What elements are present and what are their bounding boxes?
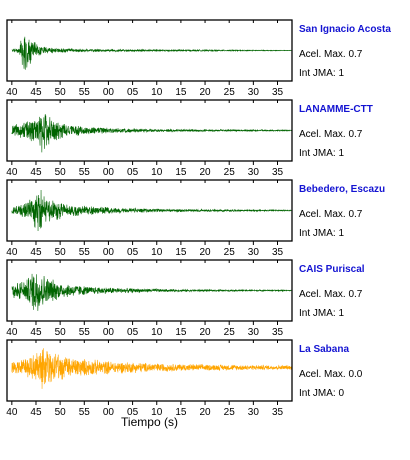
- x-tick-label: 25: [224, 247, 236, 258]
- x-tick-label: 20: [199, 87, 211, 98]
- x-tick-label: 15: [175, 167, 187, 178]
- x-tick-label: 25: [224, 167, 236, 178]
- x-tick-label: 35: [272, 407, 284, 418]
- x-tick-label: 35: [272, 87, 284, 98]
- x-tick-label: 50: [55, 407, 67, 418]
- x-tick-label: 00: [103, 247, 115, 258]
- x-tick-label: 45: [30, 87, 42, 98]
- panel-frame: [6, 99, 293, 162]
- x-tick-label: 35: [272, 167, 284, 178]
- x-tick-label: 15: [175, 407, 187, 418]
- x-tick-label: 05: [127, 327, 139, 338]
- panel-5: 40 45 50 55 00 05 10 15 20 25 30 35 La Sabana Acel. M…: [6, 339, 363, 418]
- x-tick-label: 00: [103, 87, 115, 98]
- x-tick-label: 55: [79, 87, 91, 98]
- x-tick-label: 45: [30, 167, 42, 178]
- x-tick-label: 25: [224, 327, 236, 338]
- acel-max-text: Acel. Max. 0.0: [299, 369, 363, 380]
- x-tick-label: 40: [6, 247, 18, 258]
- waveform-line: [11, 114, 293, 153]
- x-tick-label: 10: [151, 327, 163, 338]
- waveform-line: [11, 36, 293, 70]
- x-tick-label: 15: [175, 87, 187, 98]
- panel-frame: [6, 179, 293, 242]
- x-tick-label: 50: [55, 327, 67, 338]
- acel-max-text: Acel. Max. 0.7: [299, 209, 363, 220]
- x-tick-label: 55: [79, 327, 91, 338]
- x-tick-label: 55: [79, 407, 91, 418]
- x-tick-label: 30: [248, 407, 260, 418]
- x-tick-label: 05: [127, 167, 139, 178]
- panel-frame: [6, 19, 293, 82]
- station-name: La Sabana: [299, 344, 349, 355]
- x-tick-label: 40: [6, 407, 18, 418]
- int-jma-text: Int JMA: 1: [299, 148, 344, 159]
- x-tick-label: 50: [55, 87, 67, 98]
- int-jma-text: Int JMA: 1: [299, 308, 344, 319]
- x-tick-label: 30: [248, 247, 260, 258]
- x-tick-label: 15: [175, 247, 187, 258]
- waveform-line: [11, 348, 293, 389]
- x-tick-label: 10: [151, 247, 163, 258]
- x-tick-label: 15: [175, 327, 187, 338]
- station-name: Bebedero, Escazu: [299, 184, 385, 195]
- acel-max-text: Acel. Max. 0.7: [299, 49, 363, 60]
- x-tick-label: 50: [55, 167, 67, 178]
- panel-frame: [6, 259, 293, 322]
- x-tick-label: 20: [199, 407, 211, 418]
- x-tick-label: 45: [30, 407, 42, 418]
- acel-max-text: Acel. Max. 0.7: [299, 129, 363, 140]
- x-tick-label: 00: [103, 407, 115, 418]
- x-tick-label: 00: [103, 167, 115, 178]
- x-tick-label: 05: [127, 407, 139, 418]
- x-tick-label: 10: [151, 87, 163, 98]
- station-name: LANAMME-CTT: [299, 104, 373, 115]
- x-tick-label: 20: [199, 247, 211, 258]
- x-tick-label: 40: [6, 327, 18, 338]
- panel-4: 40 45 50 55 00 05 10 15 20 25 30 35 CAIS Puriscal Ace…: [6, 259, 365, 338]
- panel-1: 40 45 50 55 00 05 10 15 20 25 30 35 San Ignacio Acos…: [6, 19, 391, 98]
- x-tick-label: 20: [199, 167, 211, 178]
- x-tick-label: 40: [6, 167, 18, 178]
- x-tick-label: 30: [248, 167, 260, 178]
- int-jma-text: Int JMA: 1: [299, 68, 344, 79]
- x-tick-label: 05: [127, 87, 139, 98]
- station-name: CAIS Puriscal: [299, 264, 365, 275]
- x-tick-label: 05: [127, 247, 139, 258]
- x-tick-label: 30: [248, 327, 260, 338]
- x-tick-label: 10: [151, 167, 163, 178]
- station-name: San Ignacio Acosta: [299, 24, 391, 35]
- x-tick-label: 35: [272, 327, 284, 338]
- acel-max-text: Acel. Max. 0.7: [299, 289, 363, 300]
- x-tick-label: 40: [6, 87, 18, 98]
- x-tick-label: 00: [103, 327, 115, 338]
- x-tick-label: 50: [55, 247, 67, 258]
- x-tick-label: 55: [79, 167, 91, 178]
- x-axis-title: Tiempo (s): [121, 415, 178, 429]
- x-tick-label: 20: [199, 327, 211, 338]
- x-tick-label: 30: [248, 87, 260, 98]
- int-jma-text: Int JMA: 0: [299, 388, 344, 399]
- waveform-line: [11, 190, 293, 231]
- waveform-line: [11, 273, 293, 311]
- x-tick-label: 25: [224, 407, 236, 418]
- int-jma-text: Int JMA: 1: [299, 228, 344, 239]
- x-tick-label: 10: [151, 407, 163, 418]
- x-tick-label: 45: [30, 247, 42, 258]
- x-tick-label: 45: [30, 327, 42, 338]
- x-tick-label: 55: [79, 247, 91, 258]
- panel-frame: [6, 339, 293, 402]
- x-tick-label: 35: [272, 247, 284, 258]
- panel-2: 40 45 50 55 00 05 10 15 20 25 30 35 LANAMME-CTT Acel.…: [6, 99, 373, 178]
- panel-3: 40 45 50 55 00 05 10 15 20 25 30 35 Bebedero, Escazu…: [6, 179, 385, 258]
- x-tick-label: 25: [224, 87, 236, 98]
